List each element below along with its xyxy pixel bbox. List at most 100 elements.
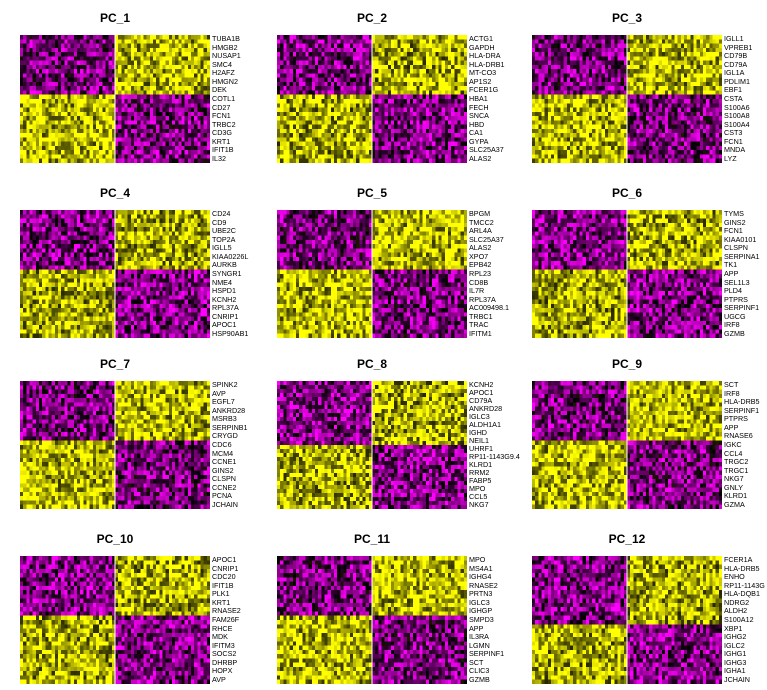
heatmap-cell: [579, 90, 584, 96]
heatmap-cell: [23, 69, 27, 74]
heatmap-cell: [302, 86, 306, 91]
heatmap-cell: [582, 103, 587, 108]
heatmap-cell: [598, 128, 603, 134]
heatmap-cell: [668, 120, 672, 125]
heatmap-cell: [305, 60, 310, 66]
heatmap-cell: [554, 52, 558, 57]
heatmap-cell: [460, 81, 465, 87]
heatmap-cell: [178, 35, 182, 40]
heatmap-cell: [627, 81, 631, 87]
heatmap-cell: [432, 128, 436, 134]
heatmap-cell: [178, 120, 182, 125]
heatmap-cell: [96, 39, 100, 44]
heatmap-cell: [20, 103, 24, 108]
heatmap-cell: [92, 120, 97, 125]
heatmap-cell: [687, 77, 691, 83]
heatmap-cell: [108, 77, 113, 83]
heatmap-cell: [143, 150, 148, 155]
heatmap-cell: [121, 133, 125, 138]
heatmap-cell: [172, 86, 176, 91]
heatmap-cell: [696, 86, 701, 91]
heatmap-cell: [378, 158, 382, 163]
heatmap-cell: [384, 56, 389, 61]
gene-label: AP1S2: [469, 77, 491, 86]
heatmap-cell: [153, 128, 157, 134]
heatmap-cell: [381, 145, 386, 151]
heatmap-cell: [696, 107, 701, 113]
heatmap-cell: [48, 150, 53, 155]
heatmap-cell: [432, 69, 436, 74]
heatmap-cell: [623, 90, 628, 96]
heatmap-cell: [32, 73, 37, 79]
heatmap-cell: [532, 73, 536, 79]
heatmap-cell: [709, 39, 713, 44]
heatmap-cell: [289, 116, 294, 121]
heatmap-cell: [699, 81, 704, 87]
heatmap-cell: [425, 52, 430, 57]
heatmap-cell: [206, 60, 210, 66]
heatmap-cell: [96, 141, 100, 147]
heatmap-cell: [652, 64, 656, 70]
heatmap-cell: [378, 73, 382, 79]
heatmap-cell: [346, 35, 351, 40]
heatmap-cell: [159, 158, 163, 163]
heatmap-cell: [203, 137, 208, 143]
heatmap-cell: [642, 81, 647, 87]
heatmap-cell: [175, 86, 179, 91]
heatmap-cell: [168, 90, 173, 96]
heatmap-cell: [425, 99, 430, 104]
heatmap-cell: [203, 116, 208, 121]
heatmap-cell: [646, 56, 650, 61]
heatmap-cell: [86, 124, 91, 130]
heatmap-cell: [381, 116, 386, 121]
heatmap-cell: [35, 39, 40, 44]
heatmap-cell: [400, 86, 405, 91]
heatmap-cell: [463, 90, 467, 96]
heatmap-cell: [23, 35, 27, 40]
heatmap-cell: [283, 77, 287, 83]
heatmap-cell: [23, 64, 27, 70]
heatmap-cell: [191, 99, 195, 104]
heatmap-cell: [200, 120, 205, 125]
heatmap-cell: [384, 52, 389, 57]
heatmap-cell: [203, 145, 208, 151]
heatmap-cell: [394, 64, 398, 70]
heatmap-cell: [365, 73, 370, 79]
heatmap-cell: [45, 103, 49, 108]
heatmap-cell: [296, 73, 300, 79]
heatmap-cell: [541, 60, 546, 66]
heatmap-cell: [680, 47, 685, 53]
heatmap-cell: [457, 154, 462, 160]
heatmap-cell: [460, 154, 465, 160]
heatmap-cell: [378, 39, 382, 44]
heatmap-cell: [29, 60, 34, 66]
heatmap-cell: [187, 60, 192, 66]
heatmap-cell: [286, 43, 291, 49]
heatmap-cell: [45, 116, 49, 121]
heatmap-cell: [620, 120, 625, 125]
heatmap-cell: [153, 99, 157, 104]
heatmap-cell: [206, 99, 210, 104]
heatmap-cell: [134, 107, 138, 113]
heatmap-cell: [197, 52, 201, 57]
heatmap-cell: [381, 60, 386, 66]
heatmap-cell: [111, 120, 116, 125]
heatmap-cell: [435, 103, 439, 108]
heatmap-cell: [35, 64, 40, 70]
gene-label: GYPA: [469, 137, 488, 146]
heatmap-cell: [140, 69, 144, 74]
heatmap-cell: [649, 86, 653, 91]
heatmap-cell: [305, 150, 310, 155]
heatmap-cell: [570, 56, 574, 61]
heatmap-cell: [353, 116, 357, 121]
heatmap-cell: [45, 150, 49, 155]
heatmap-cell: [51, 133, 56, 138]
heatmap-cell: [693, 120, 698, 125]
heatmap-cell: [560, 103, 565, 108]
heatmap-cell: [108, 107, 113, 113]
heatmap-cell: [292, 154, 297, 160]
heatmap-cell: [448, 64, 452, 70]
heatmap-cell: [73, 90, 78, 96]
heatmap-cell: [175, 39, 179, 44]
heatmap-cell: [200, 137, 205, 143]
